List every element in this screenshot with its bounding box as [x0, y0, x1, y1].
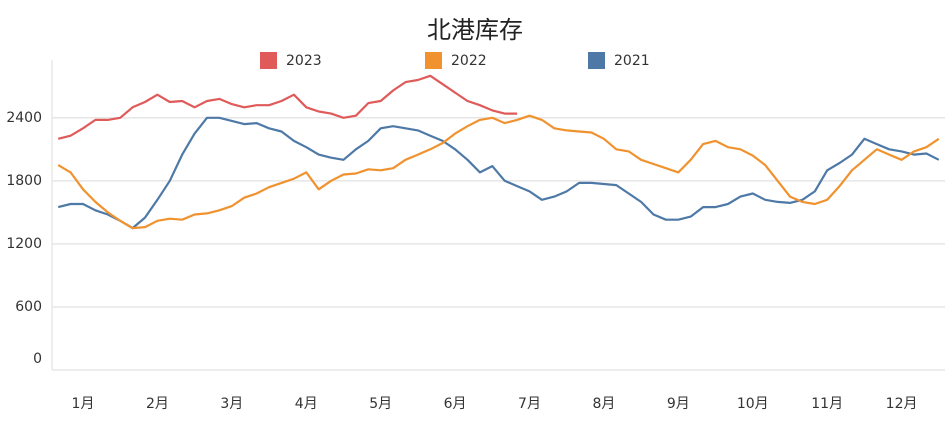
legend-swatch: [588, 52, 605, 69]
x-tick-label: 8月: [592, 396, 615, 412]
y-tick-label: 2400: [6, 110, 42, 126]
x-tick-label: 12月: [886, 396, 918, 412]
x-tick-label: 7月: [518, 396, 541, 412]
x-tick-label: 3月: [220, 396, 243, 412]
chart-title: 北港库存: [427, 16, 523, 44]
y-tick-label: 600: [15, 299, 42, 315]
legend-swatch: [425, 52, 442, 69]
x-tick-label: 11月: [811, 396, 843, 412]
legend-label: 2023: [286, 53, 322, 69]
x-tick-label: 4月: [295, 396, 318, 412]
x-tick-label: 1月: [72, 396, 95, 412]
series-line: [57, 116, 940, 230]
legend-swatch: [260, 52, 277, 69]
x-tick-label: 5月: [369, 396, 392, 412]
series-line: [57, 114, 940, 230]
series-line: [57, 74, 518, 140]
y-tick-label: 1200: [6, 236, 42, 252]
x-tick-label: 2月: [146, 396, 169, 412]
legend-label: 2021: [614, 53, 650, 69]
x-tick-label: 10月: [737, 396, 769, 412]
x-tick-label: 6月: [444, 396, 467, 412]
y-tick-label: 0: [33, 351, 42, 367]
y-tick-label: 1800: [6, 173, 42, 189]
x-tick-label: 9月: [667, 396, 690, 412]
legend-label: 2022: [451, 53, 487, 69]
